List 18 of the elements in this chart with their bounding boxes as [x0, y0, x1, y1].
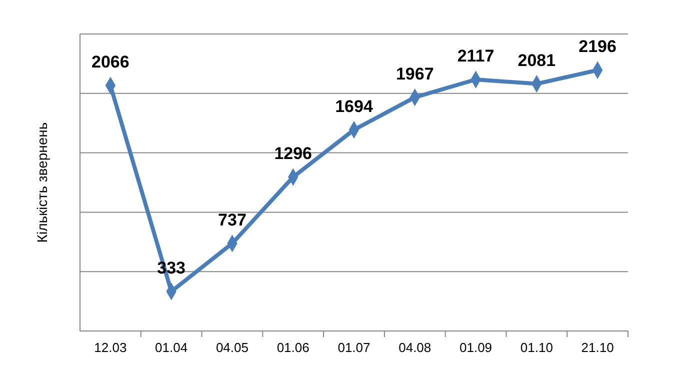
x-tick-label: 01.10: [520, 340, 553, 355]
x-tick-label: 01.06: [276, 340, 310, 355]
data-label: 1967: [396, 64, 434, 84]
x-tick-label: 21.10: [581, 340, 614, 355]
x-tick-label: 01.09: [460, 340, 492, 355]
data-label: 737: [218, 210, 246, 230]
data-label: 1296: [274, 144, 312, 164]
data-label: 2081: [518, 50, 556, 70]
y-axis-title: Кількість звернень: [34, 122, 50, 243]
data-label: 2196: [578, 37, 616, 56]
data-label: 2066: [92, 52, 130, 72]
x-tick-label: 01.07: [338, 340, 370, 355]
data-label: 2117: [457, 46, 494, 66]
x-tick-label: 04.08: [398, 340, 432, 355]
x-tick-label: 04.05: [216, 340, 248, 355]
data-label: 1694: [335, 96, 374, 116]
x-tick-label: 12.03: [94, 340, 127, 355]
x-tick-label: 01.04: [155, 340, 188, 355]
